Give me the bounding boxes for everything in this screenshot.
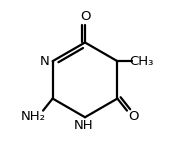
Text: NH₂: NH₂: [21, 110, 46, 123]
Text: O: O: [80, 10, 90, 23]
Text: NH: NH: [74, 119, 93, 132]
Text: O: O: [129, 110, 139, 123]
Text: N: N: [40, 55, 49, 68]
Text: CH₃: CH₃: [129, 55, 153, 68]
